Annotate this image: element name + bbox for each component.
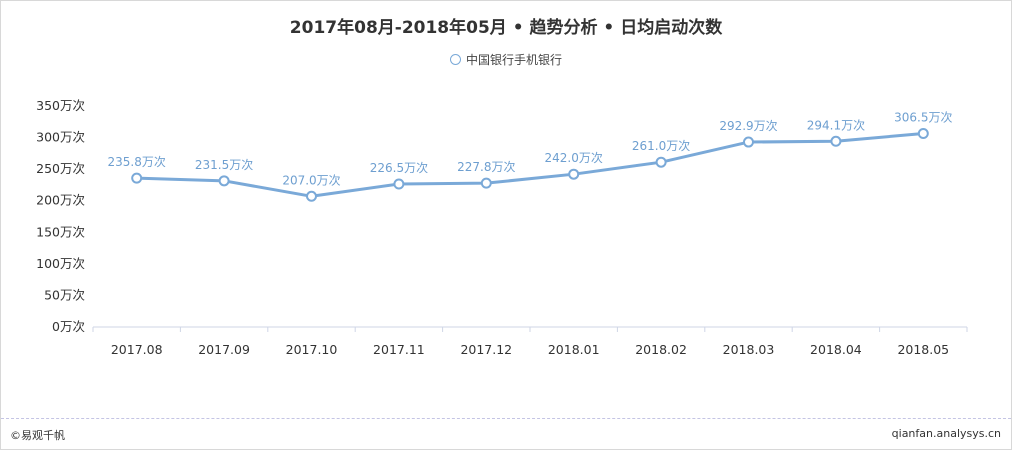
- y-tick-label: 350万次: [36, 98, 85, 113]
- data-point: [568, 168, 580, 180]
- x-tick-label: 2018.04: [810, 342, 862, 357]
- data-label: 306.5万次: [894, 110, 952, 124]
- data-label: 231.5万次: [195, 158, 253, 172]
- data-point: [131, 172, 143, 184]
- data-label: 292.9万次: [719, 119, 777, 133]
- y-tick-label: 0万次: [52, 319, 85, 334]
- y-tick-label: 300万次: [36, 130, 85, 145]
- data-label: 226.5万次: [370, 161, 428, 175]
- x-tick-label: 2017.10: [286, 342, 338, 357]
- data-label: 261.0万次: [632, 139, 690, 153]
- x-tick-label: 2018.01: [548, 342, 600, 357]
- data-label: 227.8万次: [457, 160, 515, 174]
- y-tick-label: 200万次: [36, 193, 85, 208]
- data-label: 242.0万次: [545, 151, 603, 165]
- data-label: 235.8万次: [108, 155, 166, 169]
- data-point: [218, 175, 230, 187]
- x-tick-label: 2018.05: [897, 342, 949, 357]
- data-point: [480, 177, 492, 189]
- data-point: [830, 135, 842, 147]
- data-point: [393, 178, 405, 190]
- chart-legend[interactable]: 中国银行手机银行: [1, 51, 1011, 68]
- y-tick-label: 50万次: [44, 287, 85, 302]
- data-label: 294.1万次: [807, 118, 865, 132]
- x-tick-label: 2017.09: [198, 342, 250, 357]
- legend-label: 中国银行手机银行: [465, 53, 562, 67]
- data-point: [917, 127, 929, 139]
- circle-outline-icon: [449, 54, 461, 65]
- line-chart: 0万次 50万次 100万次 150万次 200万次 250万次 300万次 350万次 201…: [36, 98, 968, 357]
- x-tick-label: 2018.02: [635, 342, 687, 357]
- y-tick-label: 150万次: [36, 224, 85, 239]
- x-tick-label: 2018.03: [723, 342, 775, 357]
- chart-title: 2017年08月-2018年05月 • 趋势分析 • 日均启动次数: [289, 18, 723, 38]
- data-label: 207.0万次: [282, 173, 340, 187]
- x-tick-label: 2017.11: [373, 342, 425, 357]
- x-tick-label: 2017.08: [111, 342, 163, 357]
- x-tick-label: 2017.12: [460, 342, 512, 357]
- y-tick-label: 100万次: [36, 256, 85, 271]
- data-point: [743, 136, 754, 148]
- data-point: [306, 190, 317, 202]
- data-point: [655, 156, 667, 168]
- y-tick-label: 250万次: [36, 161, 85, 176]
- footer-copyright: ©易观千帆: [10, 429, 65, 442]
- series-line: [136, 131, 924, 198]
- footer-divider: [1, 418, 1011, 419]
- footer-source: qianfan.analysys.cn: [891, 427, 1001, 440]
